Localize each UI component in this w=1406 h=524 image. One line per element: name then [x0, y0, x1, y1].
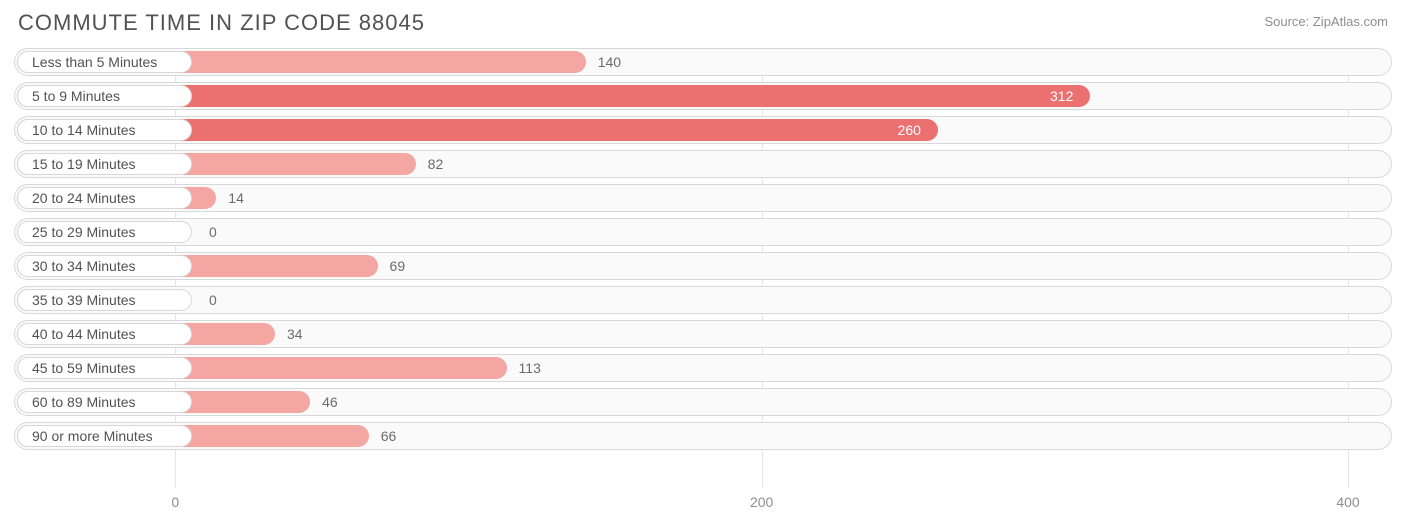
bar-category-pill: 5 to 9 Minutes	[17, 85, 192, 107]
bar-category-pill: 35 to 39 Minutes	[17, 289, 192, 311]
bar-category-pill: 15 to 19 Minutes	[17, 153, 192, 175]
x-axis: 0 200 400	[14, 494, 1392, 514]
bar-category-pill: 10 to 14 Minutes	[17, 119, 192, 141]
bar-category-label: 90 or more Minutes	[32, 428, 153, 444]
bar-value-label: 140	[588, 48, 621, 76]
bar-value-label: 14	[218, 184, 244, 212]
bar-category-label: 15 to 19 Minutes	[32, 156, 136, 172]
axis-tick-label: 400	[1336, 494, 1359, 510]
bar-row: 15 to 19 Minutes 82	[14, 150, 1392, 178]
chart-title: COMMUTE TIME IN ZIP CODE 88045	[18, 10, 425, 36]
bar-category-label: 5 to 9 Minutes	[32, 88, 120, 104]
bar-row: 40 to 44 Minutes 34	[14, 320, 1392, 348]
bar-value-label: 34	[277, 320, 303, 348]
bar-row: 30 to 34 Minutes 69	[14, 252, 1392, 280]
bar-row: 20 to 24 Minutes 14	[14, 184, 1392, 212]
bar-row: 45 to 59 Minutes 113	[14, 354, 1392, 382]
bar-category-label: 20 to 24 Minutes	[32, 190, 136, 206]
bar-category-label: 10 to 14 Minutes	[32, 122, 136, 138]
bar-row: 60 to 89 Minutes 46	[14, 388, 1392, 416]
chart-container: COMMUTE TIME IN ZIP CODE 88045 Source: Z…	[0, 0, 1406, 524]
bar-category-label: 40 to 44 Minutes	[32, 326, 136, 342]
bar-category-pill: 20 to 24 Minutes	[17, 187, 192, 209]
chart-plot-area: Less than 5 Minutes1405 to 9 Minutes3121…	[14, 48, 1392, 488]
bar-value-label: 0	[199, 218, 217, 246]
bar-value-label: 312	[1040, 82, 1073, 110]
bar-value-label: 69	[380, 252, 406, 280]
bar-track	[14, 286, 1392, 314]
bar-category-label: Less than 5 Minutes	[32, 54, 157, 70]
chart-source: Source: ZipAtlas.com	[1264, 14, 1388, 29]
bar-category-pill: 30 to 34 Minutes	[17, 255, 192, 277]
bar-row: 90 or more Minutes 66	[14, 422, 1392, 450]
bar-value-label: 82	[418, 150, 444, 178]
bar-category-label: 45 to 59 Minutes	[32, 360, 136, 376]
bar-category-pill: 45 to 59 Minutes	[17, 357, 192, 379]
bar-category-label: 60 to 89 Minutes	[32, 394, 136, 410]
bar-value-label: 66	[371, 422, 397, 450]
bar-category-pill: 60 to 89 Minutes	[17, 391, 192, 413]
axis-tick-label: 0	[171, 494, 179, 510]
bar-row: 5 to 9 Minutes 312	[14, 82, 1392, 110]
bar-row: 35 to 39 Minutes 0	[14, 286, 1392, 314]
bar-row: Less than 5 Minutes 140	[14, 48, 1392, 76]
bar-value-label: 0	[199, 286, 217, 314]
bar-category-pill: 90 or more Minutes	[17, 425, 192, 447]
bar-track	[14, 218, 1392, 246]
bar-value-label: 113	[509, 354, 541, 382]
bar-category-label: 35 to 39 Minutes	[32, 292, 136, 308]
bar-row: 25 to 29 Minutes 0	[14, 218, 1392, 246]
axis-tick-label: 200	[750, 494, 773, 510]
bar-row: 10 to 14 Minutes 260	[14, 116, 1392, 144]
bar-category-label: 25 to 29 Minutes	[32, 224, 136, 240]
bar-category-pill: Less than 5 Minutes	[17, 51, 192, 73]
bar-category-pill: 40 to 44 Minutes	[17, 323, 192, 345]
bar-value-label: 260	[888, 116, 921, 144]
bar-category-pill: 25 to 29 Minutes	[17, 221, 192, 243]
bar-value-label: 46	[312, 388, 338, 416]
bar-category-label: 30 to 34 Minutes	[32, 258, 136, 274]
